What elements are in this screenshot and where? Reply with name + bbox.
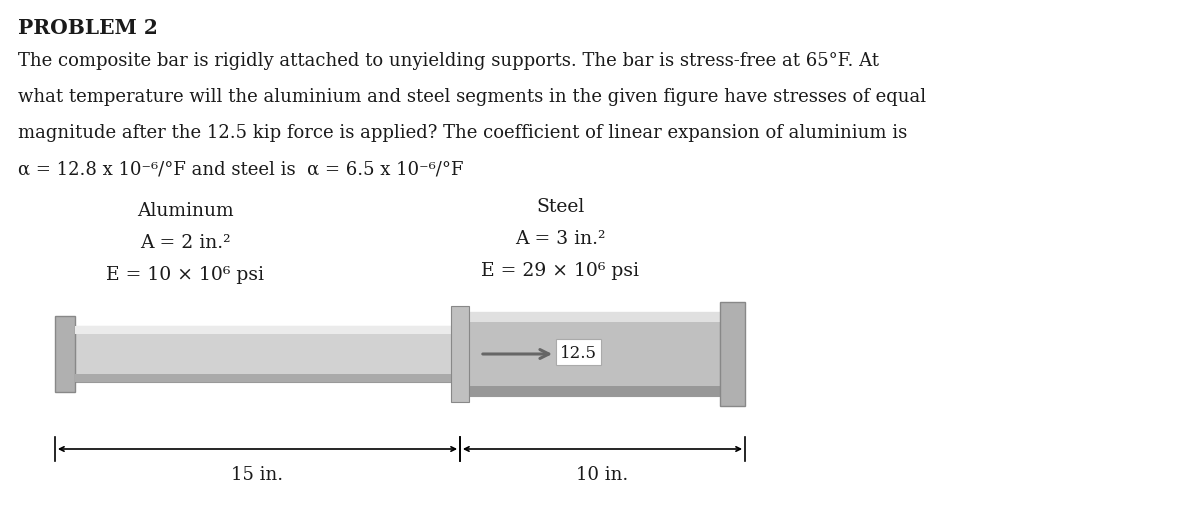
Text: The composite bar is rigidly attached to unyielding supports. The bar is stress-: The composite bar is rigidly attached to…	[18, 52, 880, 70]
Text: 12.5: 12.5	[560, 344, 598, 361]
Text: Aluminum: Aluminum	[137, 202, 233, 219]
Text: 10 in.: 10 in.	[576, 465, 629, 483]
Text: E = 29 × 10⁶ psi: E = 29 × 10⁶ psi	[481, 262, 640, 279]
Text: α = 12.8 x 10⁻⁶/°F and steel is  α = 6.5 x 10⁻⁶/°F: α = 12.8 x 10⁻⁶/°F and steel is α = 6.5 …	[18, 160, 463, 178]
Text: E = 10 × 10⁶ psi: E = 10 × 10⁶ psi	[106, 266, 264, 284]
Text: A = 3 in.²: A = 3 in.²	[515, 230, 605, 247]
Bar	[460, 313, 720, 396]
Text: Steel: Steel	[536, 197, 584, 216]
Text: 15 in.: 15 in.	[232, 465, 283, 483]
Bar	[55, 317, 76, 392]
Bar	[76, 326, 460, 382]
Text: PROBLEM 2: PROBLEM 2	[18, 18, 157, 38]
Text: magnitude after the 12.5 kip force is applied? The coefficient of linear expansi: magnitude after the 12.5 kip force is ap…	[18, 124, 907, 142]
Bar	[451, 306, 469, 402]
Bar	[76, 326, 460, 334]
Bar	[720, 302, 745, 406]
Bar	[460, 386, 720, 396]
Text: what temperature will the aluminium and steel segments in the given figure have : what temperature will the aluminium and …	[18, 88, 926, 106]
Bar	[76, 374, 460, 382]
Text: A = 2 in.²: A = 2 in.²	[139, 234, 230, 251]
Bar	[460, 313, 720, 322]
